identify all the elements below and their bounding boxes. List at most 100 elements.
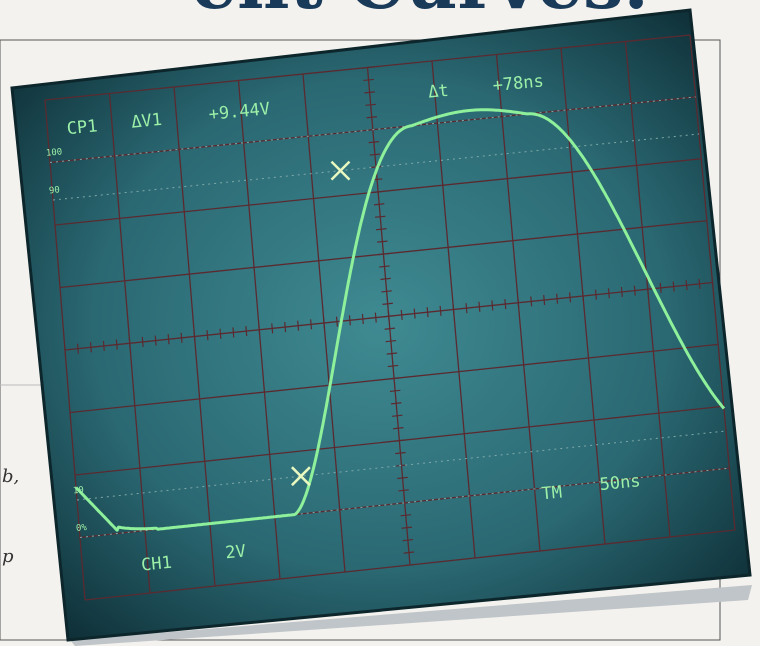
tick bbox=[388, 377, 400, 380]
tick bbox=[364, 91, 375, 94]
headline: ent Curves. bbox=[191, 0, 648, 25]
tick bbox=[115, 339, 118, 350]
tick bbox=[672, 281, 675, 292]
tick bbox=[76, 343, 79, 354]
bezel-shadow bbox=[70, 585, 752, 646]
tick bbox=[397, 476, 408, 480]
tick bbox=[517, 297, 520, 308]
tick bbox=[376, 228, 387, 231]
tick bbox=[377, 240, 388, 243]
tick bbox=[365, 103, 376, 106]
tick bbox=[297, 320, 300, 331]
cursor bbox=[291, 466, 311, 487]
tick bbox=[258, 324, 261, 335]
tick bbox=[335, 316, 338, 327]
margin-text: p bbox=[2, 546, 14, 567]
tick bbox=[491, 300, 494, 311]
tick bbox=[633, 285, 636, 296]
scale-label: 90 bbox=[49, 185, 61, 196]
readout-label: Δt bbox=[427, 81, 449, 103]
tick bbox=[383, 315, 394, 318]
tick bbox=[180, 332, 183, 343]
tick bbox=[232, 327, 235, 338]
tick bbox=[556, 293, 559, 304]
tick bbox=[439, 305, 442, 316]
tick bbox=[393, 427, 404, 430]
tick bbox=[369, 153, 381, 156]
tick bbox=[361, 313, 364, 324]
tick bbox=[384, 327, 396, 330]
tick bbox=[284, 322, 287, 333]
scale-label: 0% bbox=[76, 523, 88, 534]
tick bbox=[348, 315, 351, 326]
tick bbox=[452, 304, 455, 315]
tick bbox=[396, 464, 407, 467]
tick bbox=[394, 439, 405, 442]
readout-label: ΔV1 bbox=[130, 110, 162, 133]
cursor-label: CP1 bbox=[66, 116, 98, 139]
tick bbox=[363, 78, 374, 82]
tick bbox=[386, 352, 398, 355]
reference-line bbox=[52, 133, 700, 201]
timebase-label: TM bbox=[541, 483, 563, 505]
tick bbox=[372, 190, 384, 194]
tick bbox=[402, 538, 414, 542]
reference-line bbox=[49, 96, 696, 163]
tick bbox=[465, 303, 468, 314]
tick bbox=[310, 319, 313, 330]
tick bbox=[659, 282, 662, 293]
tick bbox=[620, 286, 623, 297]
tick bbox=[711, 277, 714, 288]
tick bbox=[403, 551, 415, 554]
tick bbox=[385, 339, 397, 343]
tick bbox=[141, 336, 144, 347]
tick bbox=[530, 296, 533, 307]
trace bbox=[74, 108, 726, 532]
reference-line bbox=[76, 430, 727, 501]
scale-label: 100 bbox=[46, 147, 63, 159]
margin-text: b, bbox=[2, 466, 19, 487]
tick bbox=[271, 323, 274, 334]
tick bbox=[400, 309, 403, 320]
volts-label: 2V bbox=[224, 542, 246, 564]
tick bbox=[379, 265, 390, 268]
tick bbox=[413, 308, 416, 319]
scale-label: 10 bbox=[73, 485, 85, 496]
tick bbox=[380, 277, 391, 281]
tick bbox=[128, 338, 131, 349]
tick bbox=[478, 301, 481, 312]
tick bbox=[245, 326, 248, 337]
tick bbox=[322, 317, 326, 329]
tick bbox=[390, 402, 402, 405]
tick bbox=[389, 389, 401, 393]
tick bbox=[378, 252, 389, 256]
tick bbox=[387, 364, 399, 368]
channel-label: CH1 bbox=[140, 553, 172, 576]
tick bbox=[607, 288, 610, 299]
tick bbox=[400, 514, 412, 517]
tick bbox=[193, 331, 196, 342]
tick bbox=[581, 290, 585, 302]
tick bbox=[398, 489, 409, 492]
tick bbox=[219, 328, 222, 339]
tick bbox=[504, 299, 507, 310]
tick bbox=[594, 289, 597, 300]
tick bbox=[102, 340, 105, 351]
tick bbox=[375, 215, 386, 218]
tick bbox=[569, 292, 572, 303]
scope-screen bbox=[10, 8, 752, 642]
tick bbox=[685, 280, 688, 291]
tick bbox=[64, 344, 66, 356]
tick bbox=[362, 66, 373, 69]
tick bbox=[426, 307, 429, 318]
tick bbox=[404, 563, 416, 567]
tick bbox=[89, 342, 92, 353]
tick bbox=[167, 334, 170, 345]
tick bbox=[698, 278, 701, 289]
readout-value: +78ns bbox=[492, 71, 545, 96]
tick bbox=[401, 526, 413, 529]
tick bbox=[391, 414, 403, 417]
tick bbox=[395, 451, 406, 455]
